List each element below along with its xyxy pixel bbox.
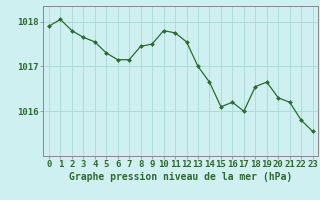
X-axis label: Graphe pression niveau de la mer (hPa): Graphe pression niveau de la mer (hPa) [69, 172, 292, 182]
